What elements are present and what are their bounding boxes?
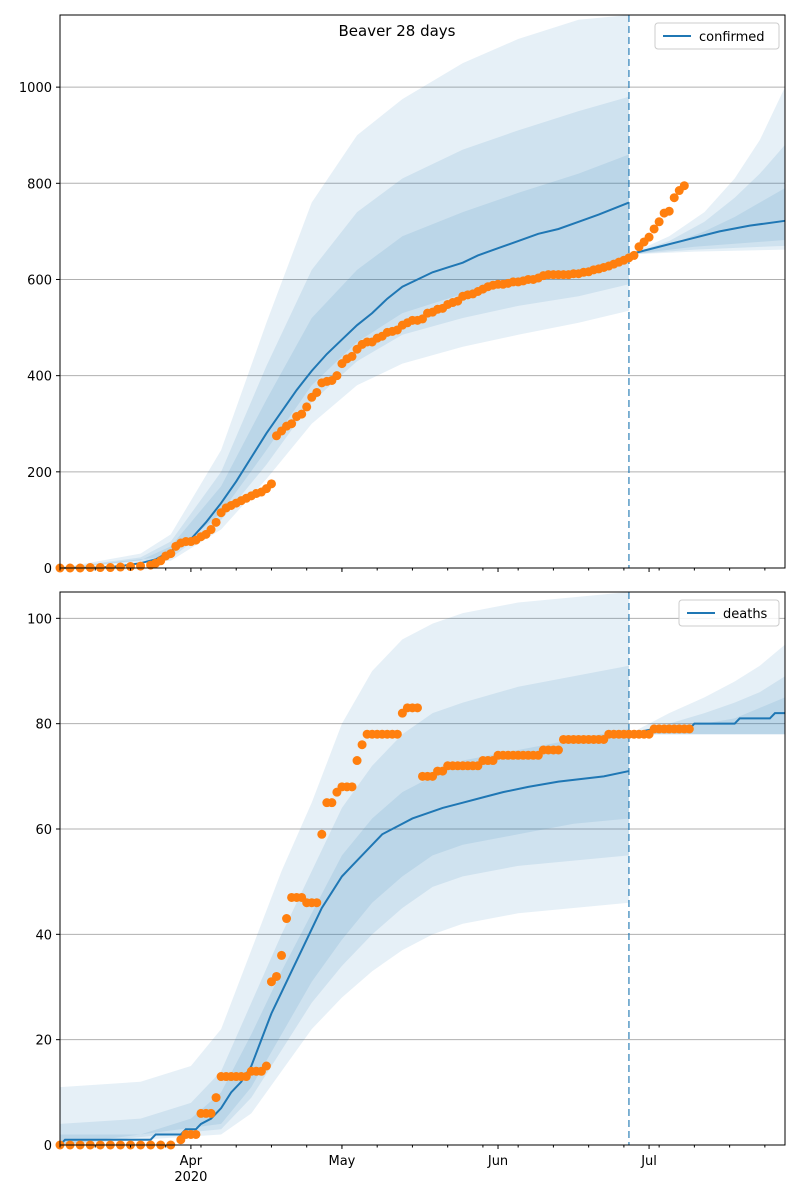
fit-band-2 (60, 665, 629, 1145)
fit-band-3 (60, 728, 629, 1145)
fit-band-2 (60, 96, 629, 568)
observed-point (166, 549, 176, 559)
observed-point (271, 971, 281, 981)
observed-point (553, 745, 563, 755)
observed-point (357, 740, 367, 750)
y-tick-label: 80 (35, 718, 52, 733)
observed-point (115, 562, 125, 572)
observed-point (302, 402, 312, 412)
projection-band-1 (628, 644, 785, 735)
y-tick-label: 40 (35, 928, 52, 943)
legend-label: deaths (723, 607, 768, 622)
observed-point (412, 703, 422, 713)
x-tick-label: May (328, 1154, 355, 1169)
x-tick-sublabel: 2020 (174, 1170, 207, 1185)
y-tick-label: 60 (35, 823, 52, 838)
fit-band-1 (60, 592, 629, 1145)
projection-band-1 (628, 87, 785, 255)
fit-band-3 (60, 154, 629, 568)
x-tick-label: Apr (180, 1154, 203, 1169)
y-tick-label: 200 (27, 466, 52, 481)
legend-label: confirmed (699, 30, 765, 45)
observed-point (629, 250, 639, 260)
median-projection-line (628, 219, 786, 256)
observed-point (211, 517, 221, 527)
observed-point (297, 409, 307, 419)
observed-point (664, 206, 674, 216)
y-tick-label: 1000 (19, 81, 52, 96)
observed-point (136, 561, 146, 571)
observed-point (261, 1061, 271, 1071)
chart-title: Beaver 28 days (338, 22, 455, 40)
observed-point (191, 1129, 201, 1139)
y-tick-label: 400 (27, 370, 52, 385)
legend-box (678, 599, 780, 627)
plot-frame (59, 591, 786, 1146)
observed-point (347, 782, 357, 792)
observed-point (287, 419, 297, 429)
y-tick-label: 800 (27, 177, 52, 192)
legend-box (654, 22, 780, 50)
confirmed-panel: 0 200 400 600 800 1000 confirmed (19, 14, 786, 577)
observed-point (125, 562, 135, 572)
y-tick-label: 0 (44, 1139, 52, 1154)
fit-band-1 (60, 15, 629, 568)
observed-point (317, 829, 327, 839)
observed-point (392, 729, 402, 739)
x-tick-label: Jul (640, 1154, 657, 1169)
observed-point (312, 898, 322, 908)
y-tick-label: 0 (44, 562, 52, 577)
observed-point (206, 1108, 216, 1118)
observed-point (206, 525, 216, 535)
projection-band-3 (628, 188, 785, 255)
observed-point (211, 1093, 221, 1103)
observed-point (649, 224, 659, 234)
observed-point (669, 193, 679, 203)
observed-point (327, 798, 337, 808)
y-tick-label: 600 (27, 273, 52, 288)
y-tick-label: 100 (27, 612, 52, 627)
plot-frame (59, 14, 786, 569)
observed-point (282, 914, 292, 924)
observed-point (654, 217, 664, 227)
projection-band-2 (628, 676, 785, 735)
observed-point (679, 181, 689, 191)
observed-point (347, 351, 357, 361)
observed-point (312, 387, 322, 397)
observed-point (644, 232, 654, 242)
projection-band-3 (628, 697, 785, 735)
y-tick-label: 20 (35, 1034, 52, 1049)
observed-point (684, 724, 694, 734)
x-tick-label: Jun (487, 1154, 508, 1169)
observed-point (266, 479, 276, 489)
median-fit-line (59, 770, 630, 1146)
observed-point (352, 756, 362, 766)
observed-point (277, 950, 287, 960)
observed-point (332, 371, 342, 381)
